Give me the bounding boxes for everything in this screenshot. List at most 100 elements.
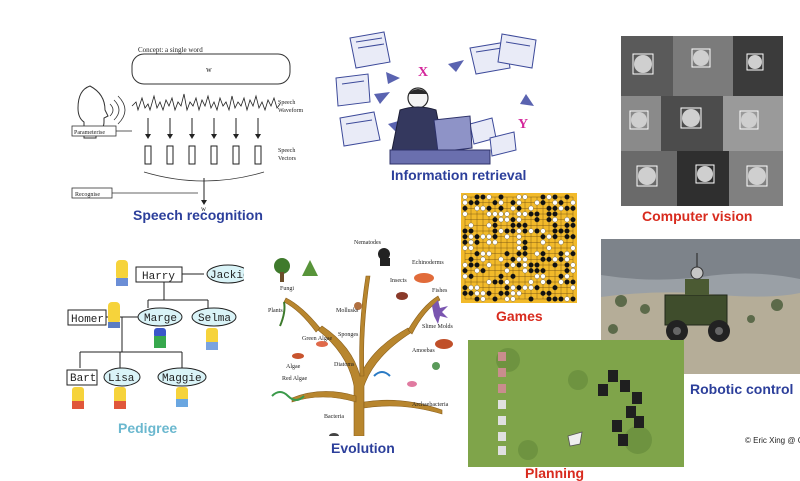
white-stone [504,234,510,240]
black-stone [504,285,510,291]
svg-text:Algae: Algae [286,364,301,370]
black-stone [558,296,564,302]
person-homer: Homer [71,314,104,326]
black-stone [468,290,474,296]
black-stone [570,234,576,240]
white-stone [522,285,528,291]
black-stone [462,234,468,240]
speech-concept-label: Concept: a single word [138,46,203,54]
face-detection-collage [621,36,783,206]
robot-vehicle-icon [664,253,730,342]
black-stone [480,268,486,274]
white-stone [552,200,558,206]
speech-recognition-caption: Speech recognition [133,207,263,223]
white-stone [486,234,492,240]
white-stone [528,228,534,234]
white-stone [486,222,492,228]
black-stone [540,290,546,296]
white-stone [564,256,570,262]
svg-text:Echinoderms: Echinoderms [412,260,444,266]
white-stone [528,285,534,291]
black-stone [510,228,516,234]
white-stone [516,217,522,223]
white-stone [498,200,504,206]
black-stone [498,290,504,296]
svg-text:Bacteria: Bacteria [324,414,344,420]
speech-diagram: Concept: a single word w Speech Waveform… [71,46,304,212]
white-stone [516,239,522,245]
computer-vision-caption: Computer vision [642,208,753,224]
white-stone [486,262,492,268]
black-stone [498,194,504,200]
svg-text:Fungi: Fungi [280,286,294,292]
white-stone [570,262,576,268]
white-stone [468,285,474,291]
face-detection-boxes [629,48,768,187]
white-stone [486,279,492,285]
black-stone [546,211,552,217]
white-stone [510,290,516,296]
white-stone [480,290,486,296]
svg-text:Insects: Insects [390,278,407,284]
black-stone [534,217,540,223]
black-stone [516,205,522,211]
planning-caption: Planning [525,465,585,481]
svg-text:Mollusks: Mollusks [336,308,359,314]
pedigree-caption: Pedigree [118,420,178,436]
white-stone [522,194,528,200]
black-stone [516,262,522,268]
white-stone [570,285,576,291]
black-stone [492,279,498,285]
black-stone [540,268,546,274]
black-stone [474,234,480,240]
speech-waveform [131,93,281,112]
black-stone [522,228,528,234]
black-stone [492,217,498,223]
white-stone [546,194,552,200]
white-stone [468,234,474,240]
black-stone [474,296,480,302]
white-stone [480,296,486,302]
games-caption: Games [496,308,543,324]
white-stone [540,273,546,279]
black-stone [528,211,534,217]
svg-text:Green Algae: Green Algae [302,336,332,342]
black-stone [546,279,552,285]
black-stone [552,205,558,211]
information-retrieval-panel: X Y [330,28,566,178]
white-stone [474,290,480,296]
tree-of-life: Nematodes Insects Mollusks Echinoderms F… [268,240,454,436]
speech-vectors [144,145,262,165]
black-stone [498,273,504,279]
simpson-figure-icon [154,328,166,348]
black-stone [504,251,510,257]
black-stone [552,222,558,228]
black-stone [534,262,540,268]
black-stone [468,273,474,279]
black-stone [498,205,504,211]
black-stone [546,290,552,296]
person-lisa: Lisa [108,373,135,385]
black-stone [564,222,570,228]
document-icon [339,111,381,147]
white-stone [528,279,534,285]
white-stone [498,256,504,262]
white-stone [516,194,522,200]
black-stone [462,239,468,245]
black-stone [468,262,474,268]
white-stone [540,279,546,285]
black-stone [468,200,474,206]
white-stone [570,268,576,274]
white-stone [522,211,528,217]
black-stone [546,217,552,223]
white-stone [462,211,468,217]
black-stone [528,268,534,274]
speech-arrows [147,118,259,136]
person-selma: Selma [198,313,231,325]
white-stone [486,194,492,200]
black-stone [474,239,480,245]
black-stone [552,194,558,200]
unit-column [498,352,506,455]
robotic-control-caption: Robotic control [690,381,794,397]
evolution-panel: Nematodes Insects Mollusks Echinoderms F… [262,236,462,436]
